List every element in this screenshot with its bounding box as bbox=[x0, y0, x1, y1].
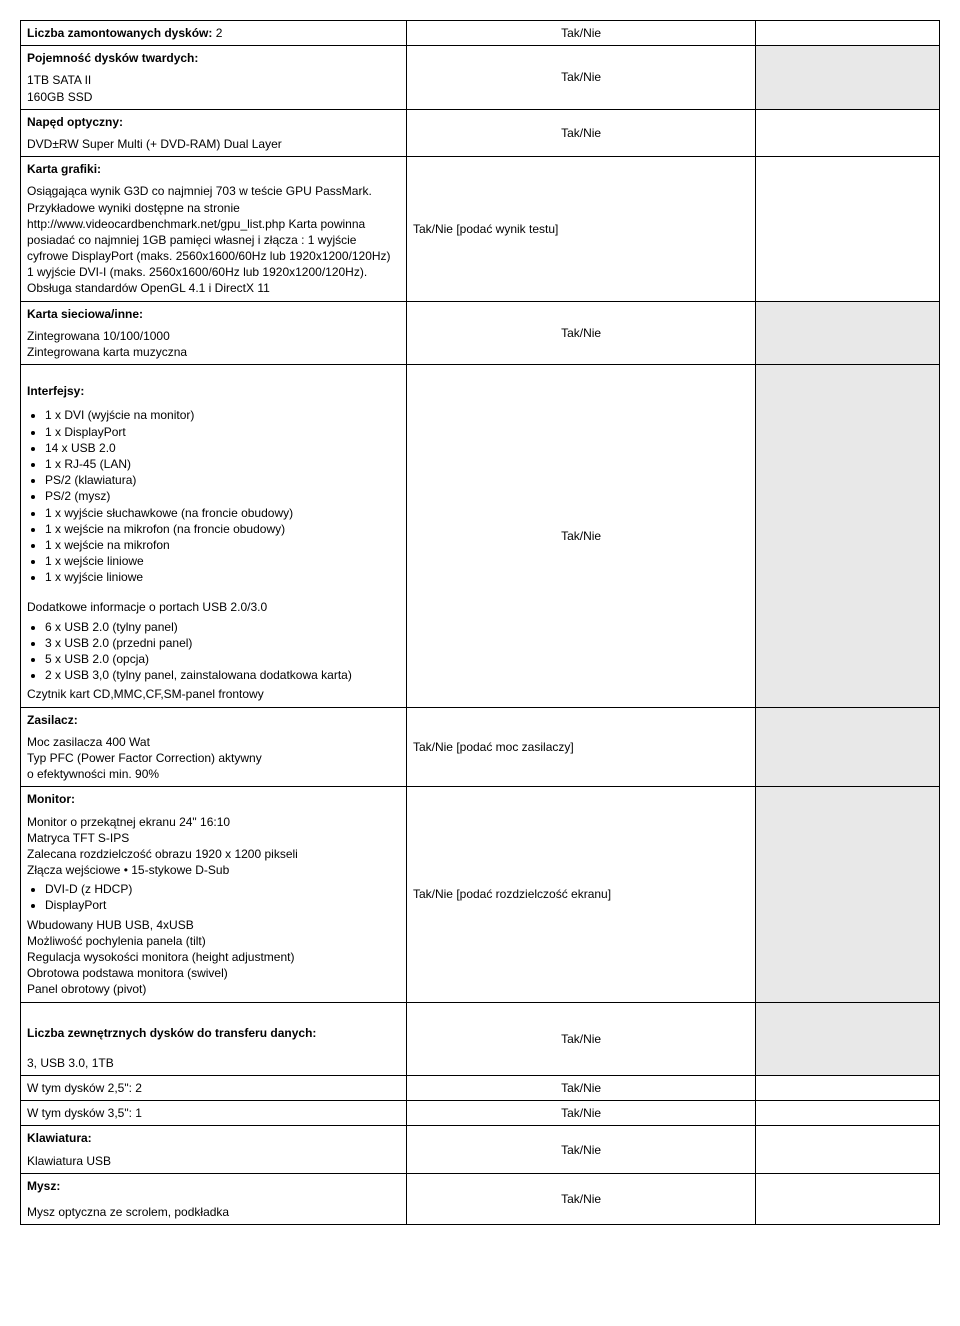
param-line: 160GB SSD bbox=[27, 89, 400, 105]
param-label: Pojemność dysków twardych: bbox=[27, 50, 400, 66]
input-cell[interactable] bbox=[756, 301, 940, 365]
status-cell: Tak/Nie [podać moc zasilaczy] bbox=[406, 707, 755, 787]
table-row: Interfejsy: 1 x DVI (wyjście na monitor)… bbox=[21, 365, 940, 707]
param-label: Zasilacz: bbox=[27, 712, 400, 728]
param-label: Interfejsy: bbox=[27, 383, 400, 399]
input-cell[interactable] bbox=[756, 365, 940, 707]
param-line: Zintegrowana karta muzyczna bbox=[27, 344, 400, 360]
list-item: 2 x USB 3,0 (tylny panel, zainstalowana … bbox=[45, 667, 400, 683]
status-cell: Tak/Nie bbox=[406, 365, 755, 707]
table-row: Karta grafiki: Osiągająca wynik G3D co n… bbox=[21, 157, 940, 302]
param-line: Wbudowany HUB USB, 4xUSB bbox=[27, 917, 400, 933]
status-cell: Tak/Nie bbox=[406, 1173, 755, 1224]
param-label: Napęd optyczny: bbox=[27, 114, 400, 130]
input-cell[interactable] bbox=[756, 787, 940, 1002]
list-item: 1 x wyjście słuchawkowe (na froncie obud… bbox=[45, 505, 400, 521]
param-label: Karta sieciowa/inne: bbox=[27, 306, 400, 322]
table-row: Monitor: Monitor o przekątnej ekranu 24"… bbox=[21, 787, 940, 1002]
param-line: 1 wyjście DVI-I (maks. 2560x1600/60Hz lu… bbox=[27, 264, 400, 296]
list-item: 3 x USB 2.0 (przedni panel) bbox=[45, 635, 400, 651]
param-label: Klawiatura: bbox=[27, 1130, 400, 1146]
input-cell[interactable] bbox=[756, 1173, 940, 1224]
interface-list: 1 x DVI (wyjście na monitor) 1 x Display… bbox=[45, 407, 400, 585]
list-item: 1 x DisplayPort bbox=[45, 424, 400, 440]
status-cell: Tak/Nie bbox=[406, 301, 755, 365]
param-line: Zalecana rozdzielczość obrazu 1920 x 120… bbox=[27, 846, 400, 862]
input-cell[interactable] bbox=[756, 1075, 940, 1100]
param-line: Panel obrotowy (pivot) bbox=[27, 981, 400, 997]
list-item: 1 x DVI (wyjście na monitor) bbox=[45, 407, 400, 423]
param-line: W tym dysków 2,5": 2 bbox=[21, 1075, 407, 1100]
table-row: Klawiatura: Klawiatura USB Tak/Nie bbox=[21, 1126, 940, 1173]
list-item: 1 x wyjście liniowe bbox=[45, 569, 400, 585]
param-line: Zintegrowana 10/100/1000 bbox=[27, 328, 400, 344]
status-cell: Tak/Nie [podać rozdzielczość ekranu] bbox=[406, 787, 755, 1002]
monitor-connector-list: DVI-D (z HDCP) DisplayPort bbox=[45, 881, 400, 913]
input-cell[interactable] bbox=[756, 707, 940, 787]
list-item: 1 x wejście na mikrofon (na froncie obud… bbox=[45, 521, 400, 537]
input-cell[interactable] bbox=[756, 157, 940, 302]
list-item: 1 x RJ-45 (LAN) bbox=[45, 456, 400, 472]
spec-table: Liczba zamontowanych dysków: 2 Tak/Nie P… bbox=[20, 20, 940, 1225]
status-cell: Tak/Nie [podać wynik testu] bbox=[406, 157, 755, 302]
param-line: Osiągająca wynik G3D co najmniej 703 w t… bbox=[27, 183, 400, 264]
param-line: 1TB SATA II bbox=[27, 72, 400, 88]
input-cell[interactable] bbox=[756, 1002, 940, 1075]
input-cell[interactable] bbox=[756, 1126, 940, 1173]
status-cell: Tak/Nie bbox=[406, 1002, 755, 1075]
input-cell[interactable] bbox=[756, 1101, 940, 1126]
table-row: Napęd optyczny: DVD±RW Super Multi (+ DV… bbox=[21, 109, 940, 156]
param-label: Mysz: bbox=[27, 1178, 400, 1194]
param-line: Dodatkowe informacje o portach USB 2.0/3… bbox=[27, 599, 400, 615]
list-item: 1 x wejście liniowe bbox=[45, 553, 400, 569]
table-row: Mysz: Mysz optyczna ze scrolem, podkładk… bbox=[21, 1173, 940, 1224]
input-cell[interactable] bbox=[756, 109, 940, 156]
list-item: PS/2 (mysz) bbox=[45, 488, 400, 504]
param-line: Klawiatura USB bbox=[27, 1153, 400, 1169]
param-line: Obrotowa podstawa monitora (swivel) bbox=[27, 965, 400, 981]
input-cell[interactable] bbox=[756, 46, 940, 110]
table-row: W tym dysków 3,5": 1 Tak/Nie bbox=[21, 1101, 940, 1126]
table-row: Zasilacz: Moc zasilacza 400 Wat Typ PFC … bbox=[21, 707, 940, 787]
param-line: Mysz optyczna ze scrolem, podkładka bbox=[27, 1204, 400, 1220]
param-line: Moc zasilacza 400 Wat bbox=[27, 734, 400, 750]
param-line: Monitor o przekątnej ekranu 24" 16:10 bbox=[27, 814, 400, 830]
status-cell: Tak/Nie bbox=[406, 1101, 755, 1126]
param-value: 2 bbox=[212, 26, 222, 40]
table-row: Liczba zewnętrznych dysków do transferu … bbox=[21, 1002, 940, 1075]
status-cell: Tak/Nie bbox=[406, 109, 755, 156]
table-row: W tym dysków 2,5": 2 Tak/Nie bbox=[21, 1075, 940, 1100]
status-cell: Tak/Nie bbox=[406, 1075, 755, 1100]
param-label: Monitor: bbox=[27, 791, 400, 807]
input-cell[interactable] bbox=[756, 21, 940, 46]
list-item: 1 x wejście na mikrofon bbox=[45, 537, 400, 553]
table-row: Pojemność dysków twardych: 1TB SATA II 1… bbox=[21, 46, 940, 110]
param-line: Możliwość pochylenia panela (tilt) bbox=[27, 933, 400, 949]
usb-list: 6 x USB 2.0 (tylny panel) 3 x USB 2.0 (p… bbox=[45, 619, 400, 684]
list-item: 14 x USB 2.0 bbox=[45, 440, 400, 456]
param-line: o efektywności min. 90% bbox=[27, 766, 400, 782]
param-label: Liczba zamontowanych dysków: bbox=[27, 26, 212, 40]
status-cell: Tak/Nie bbox=[406, 1126, 755, 1173]
param-line: Złącza wejściowe • 15-stykowe D-Sub bbox=[27, 862, 400, 878]
param-label: Liczba zewnętrznych dysków do transferu … bbox=[27, 1025, 400, 1041]
param-value: 3, USB 3.0, 1TB bbox=[27, 1055, 400, 1071]
param-label: Karta grafiki: bbox=[27, 161, 400, 177]
status-cell: Tak/Nie bbox=[406, 21, 755, 46]
param-line: DVD±RW Super Multi (+ DVD-RAM) Dual Laye… bbox=[27, 136, 400, 152]
list-item: 5 x USB 2.0 (opcja) bbox=[45, 651, 400, 667]
list-item: DVI-D (z HDCP) bbox=[45, 881, 400, 897]
list-item: 6 x USB 2.0 (tylny panel) bbox=[45, 619, 400, 635]
status-cell: Tak/Nie bbox=[406, 46, 755, 110]
param-line: W tym dysków 3,5": 1 bbox=[21, 1101, 407, 1126]
list-item: PS/2 (klawiatura) bbox=[45, 472, 400, 488]
table-row: Karta sieciowa/inne: Zintegrowana 10/100… bbox=[21, 301, 940, 365]
param-line: Regulacja wysokości monitora (height adj… bbox=[27, 949, 400, 965]
param-line: Matryca TFT S-IPS bbox=[27, 830, 400, 846]
param-line: Czytnik kart CD,MMC,CF,SM-panel frontowy bbox=[27, 686, 400, 702]
list-item: DisplayPort bbox=[45, 897, 400, 913]
table-row: Liczba zamontowanych dysków: 2 Tak/Nie bbox=[21, 21, 940, 46]
param-line: Typ PFC (Power Factor Correction) aktywn… bbox=[27, 750, 400, 766]
